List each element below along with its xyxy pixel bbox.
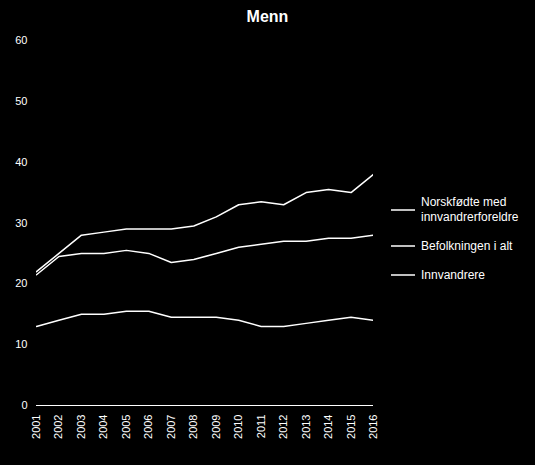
html-text:Befolkningen i alt: Befolkningen i alt [421,238,513,253]
svg-text:2002: 2002 [52,415,64,439]
svg-text:2015: 2015 [345,415,357,439]
svg-text:2006: 2006 [142,415,154,439]
svg-text:2001: 2001 [30,415,42,439]
svg-text:10: 10 [15,338,27,350]
svg-text:2007: 2007 [165,415,177,439]
html-text:Norskfødte med innvandrerforel: Norskfødte med innvandrerforeldre [421,194,519,224]
svg-text:2004: 2004 [97,415,109,439]
svg-text:2013: 2013 [300,415,312,439]
svg-text:2003: 2003 [75,415,87,439]
svg-text:20: 20 [15,277,27,289]
html-text:Innvandrere: Innvandrere [421,267,485,282]
svg-text:60: 60 [15,34,27,46]
svg-text:2009: 2009 [210,415,222,439]
svg-text:2011: 2011 [255,415,267,439]
svg-text:2005: 2005 [120,415,132,439]
html-text:Menn: Menn [246,8,289,25]
svg-text:2008: 2008 [187,415,199,439]
svg-text:2016: 2016 [367,415,379,439]
svg-text:50: 50 [15,95,27,107]
svg-text:2014: 2014 [322,415,334,439]
svg-text:2012: 2012 [277,415,289,439]
svg-text:2010: 2010 [232,415,244,439]
svg-text:30: 30 [15,217,27,229]
svg-text:40: 40 [15,156,27,168]
svg-text:0: 0 [21,399,27,411]
